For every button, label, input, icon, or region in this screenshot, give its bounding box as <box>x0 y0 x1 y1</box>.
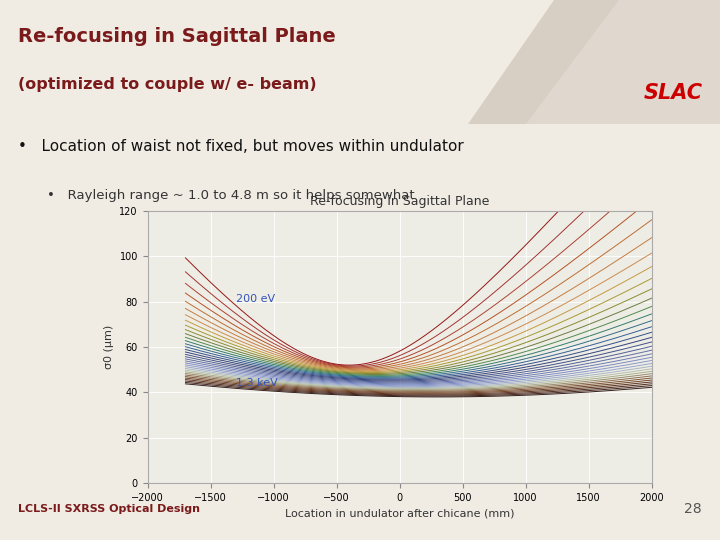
Text: 28: 28 <box>685 502 702 516</box>
Text: •   Location of waist not fixed, but moves within undulator: • Location of waist not fixed, but moves… <box>18 139 464 154</box>
Y-axis label: σ0 (μm): σ0 (μm) <box>104 325 114 369</box>
X-axis label: Location in undulator after chicane (mm): Location in undulator after chicane (mm) <box>285 509 514 518</box>
Text: 200 eV: 200 eV <box>235 294 275 303</box>
Text: SLAC: SLAC <box>644 83 703 103</box>
Text: •   Rayleigh range ~ 1.0 to 4.8 m so it helps somewhat: • Rayleigh range ~ 1.0 to 4.8 m so it he… <box>47 190 415 202</box>
Title: Re-focusing in Sagittal Plane: Re-focusing in Sagittal Plane <box>310 195 490 208</box>
Polygon shape <box>526 0 720 124</box>
Text: (optimized to couple w/ e- beam): (optimized to couple w/ e- beam) <box>18 77 317 92</box>
Polygon shape <box>468 0 720 124</box>
Text: 1.3 keV: 1.3 keV <box>235 377 277 388</box>
Text: Re-focusing in Sagittal Plane: Re-focusing in Sagittal Plane <box>18 28 336 46</box>
Text: LCLS-II SXRSS Optical Design: LCLS-II SXRSS Optical Design <box>18 504 200 514</box>
